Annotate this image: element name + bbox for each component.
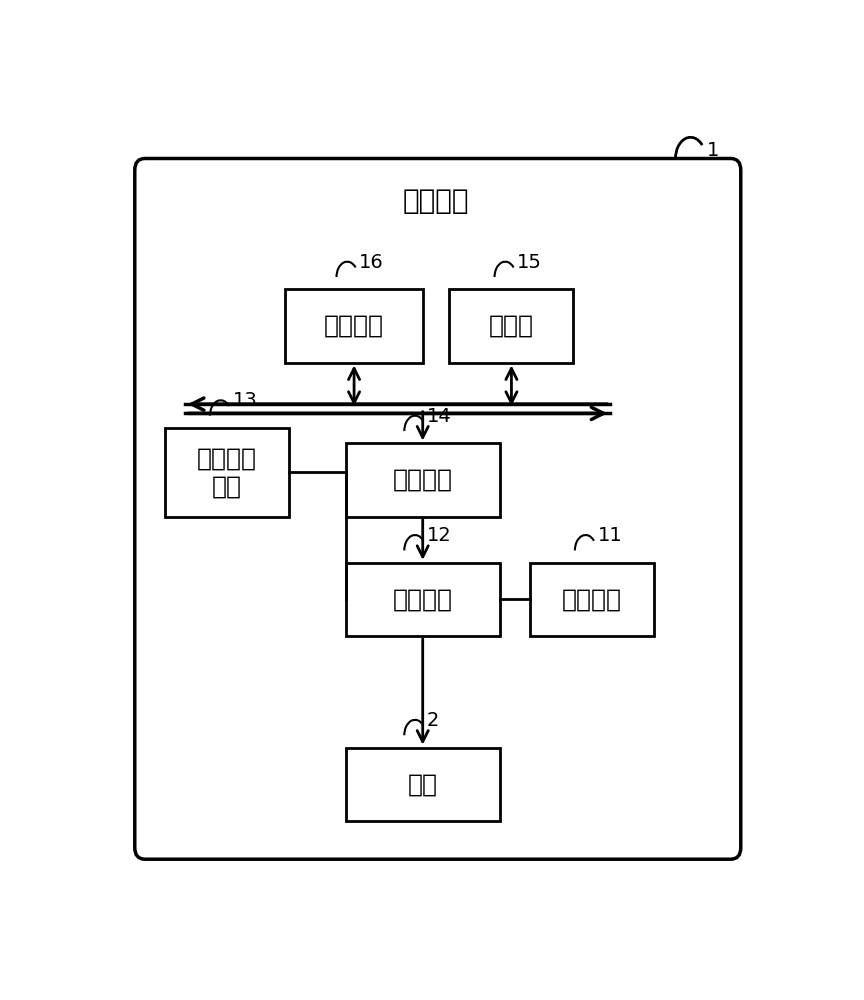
- Text: 16: 16: [359, 253, 384, 272]
- Text: 15: 15: [518, 253, 543, 272]
- Text: 控制器: 控制器: [489, 314, 534, 338]
- Text: 14: 14: [427, 407, 452, 426]
- Text: 驱动装置: 驱动装置: [393, 468, 453, 492]
- Text: 12: 12: [427, 526, 452, 545]
- Bar: [165, 428, 289, 517]
- Bar: [530, 563, 654, 636]
- FancyBboxPatch shape: [135, 158, 740, 859]
- Text: 11: 11: [598, 526, 622, 545]
- Text: 支架组件: 支架组件: [393, 587, 453, 611]
- Text: 惯性测量
单元: 惯性测量 单元: [197, 446, 257, 498]
- Bar: [285, 289, 422, 363]
- Text: 1: 1: [708, 141, 720, 160]
- Bar: [346, 563, 499, 636]
- Text: 把持组件: 把持组件: [562, 587, 622, 611]
- Text: 2: 2: [427, 711, 440, 730]
- Text: 存储装置: 存储装置: [324, 314, 384, 338]
- Text: 负载: 负载: [408, 772, 438, 796]
- Text: 增稳装置: 增稳装置: [403, 187, 469, 215]
- Text: 13: 13: [232, 391, 257, 410]
- Bar: [346, 443, 499, 517]
- Bar: [449, 289, 574, 363]
- Bar: [346, 748, 499, 821]
